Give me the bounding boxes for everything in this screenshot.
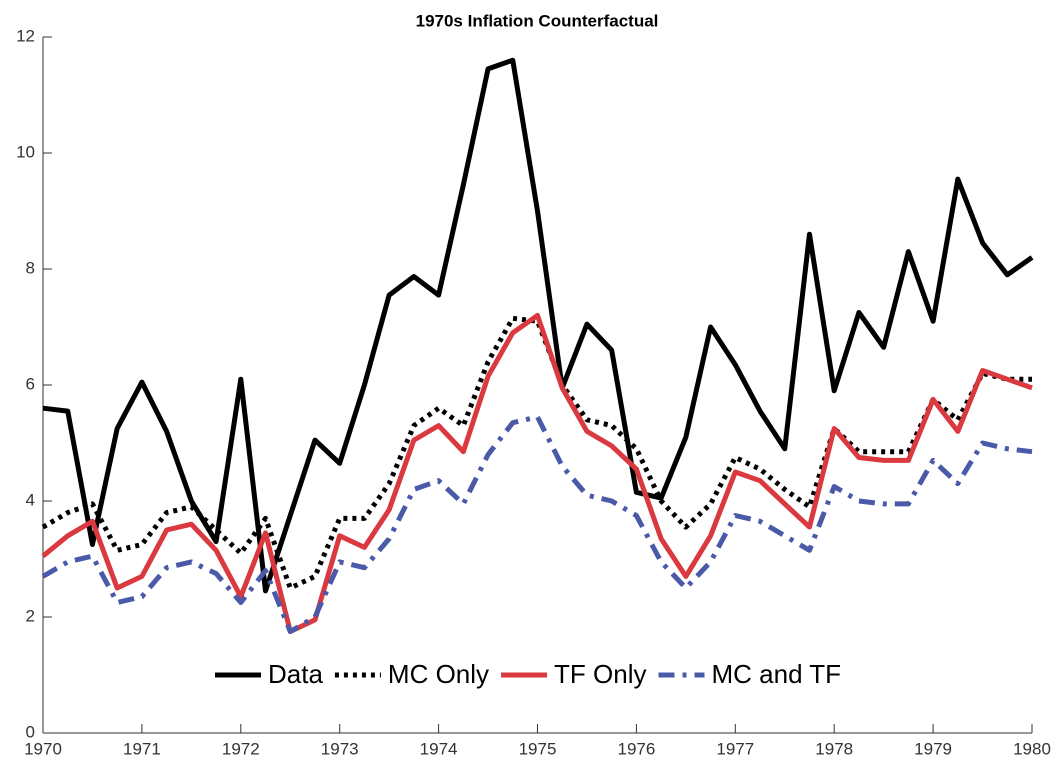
series-line [41, 312, 1033, 634]
chart-title: 1970s Inflation Counterfactual [416, 11, 659, 30]
legend-label: MC Only [388, 659, 489, 689]
legend-label: MC and TF [712, 659, 842, 689]
x-tick-label: 1980 [1013, 739, 1051, 758]
y-tick-label: 8 [26, 258, 35, 277]
series-line [41, 315, 1032, 591]
x-tick-label: 1974 [420, 739, 458, 758]
x-tick-label: 1971 [123, 739, 161, 758]
y-tick-label: 6 [26, 374, 35, 393]
x-tick-label: 1970 [24, 739, 62, 758]
x-tick-label: 1975 [519, 739, 557, 758]
x-tick-label: 1976 [617, 739, 655, 758]
y-tick-label: 0 [26, 722, 35, 741]
y-tick-label: 10 [16, 142, 35, 161]
legend-label: TF Only [554, 659, 646, 689]
x-tick-label: 1973 [321, 739, 359, 758]
x-tick-label: 1972 [222, 739, 260, 758]
y-tick-label: 2 [26, 606, 35, 625]
x-tick-label: 1977 [716, 739, 754, 758]
series-line [42, 57, 1034, 594]
y-tick-label: 12 [16, 26, 35, 45]
legend-label: Data [268, 659, 323, 689]
x-tick-label: 1978 [815, 739, 853, 758]
series-line [41, 414, 1033, 634]
x-tick-label: 1979 [914, 739, 952, 758]
y-tick-label: 4 [26, 490, 35, 509]
